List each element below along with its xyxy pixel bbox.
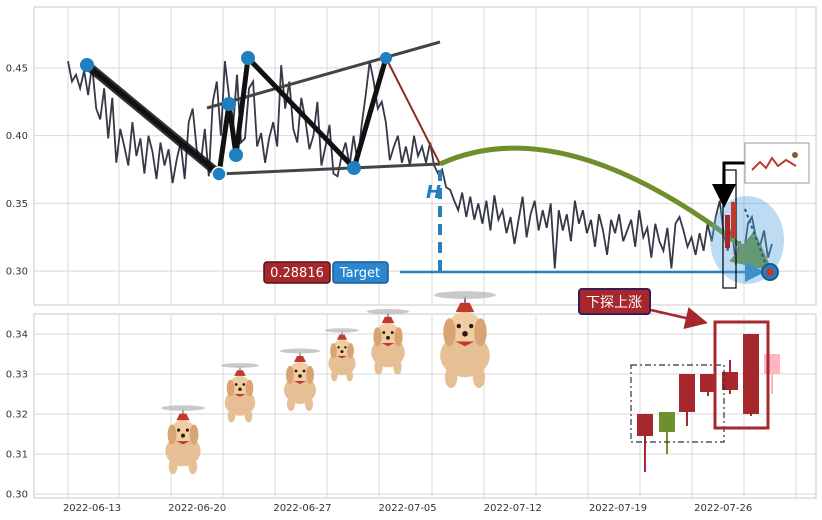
target-label: Target (332, 261, 389, 284)
consolidation-box (630, 364, 725, 443)
target-label-text: Target (339, 266, 380, 281)
price-series (67, 61, 773, 269)
price-line (67, 61, 773, 269)
x-axis: 2022-06-13 2022-06-20 2022-06-27 2022-07-05… (63, 503, 752, 514)
pivot-node (241, 51, 255, 65)
price-label: 0.28816 (263, 261, 331, 284)
candle-body (764, 354, 780, 374)
upper-trendline (206, 40, 441, 110)
cn-label: 下探上涨 (578, 288, 651, 315)
y-tick-label: 0.31 (6, 450, 28, 461)
candle-body (679, 374, 695, 412)
y-tick-label: 0.30 (6, 267, 28, 278)
pivot-node (347, 161, 361, 175)
y-tick-label: 0.32 (6, 410, 28, 421)
y-tick-label: 0.45 (6, 63, 28, 74)
bottom-panel-frame (33, 313, 817, 499)
y-tick-label: 0.40 (6, 131, 28, 142)
pivot-node (211, 166, 227, 182)
x-tick-label: 2022-07-26 (694, 503, 752, 514)
candle-body (637, 414, 653, 436)
candle-body (700, 374, 716, 392)
price-label-text: 0.28816 (270, 266, 324, 281)
candlestick-series (637, 334, 780, 472)
cn-label-arrow (650, 307, 708, 330)
x-tick-label: 2022-06-20 (168, 503, 226, 514)
h-mark: H (426, 182, 441, 203)
zigzag-first-leg (84, 61, 222, 178)
pattern-annotations: H (80, 40, 810, 289)
sleigh-sticker-detail (792, 152, 798, 158)
candle-body (659, 412, 675, 432)
y-axis-top: 0.30 0.35 0.40 0.45 (6, 63, 28, 277)
candle-body (722, 372, 738, 390)
target-point-center (766, 268, 774, 276)
x-tick-label: 2022-07-12 (484, 503, 542, 514)
sleigh-sticker-icon (744, 142, 810, 184)
mini-candle (725, 215, 730, 248)
y-tick-label: 0.33 (6, 370, 28, 381)
zigzag-final-leg (385, 57, 441, 165)
pivot-node (380, 52, 392, 64)
x-tick-label: 2022-07-19 (589, 503, 647, 514)
x-tick-label: 2022-07-05 (379, 503, 437, 514)
y-tick-label: 0.35 (6, 199, 28, 210)
x-tick-label: 2022-06-13 (63, 503, 121, 514)
pointer-arrow (712, 161, 745, 208)
lower-trendline (218, 162, 441, 176)
mini-candle (731, 202, 736, 238)
pivot-node (229, 148, 243, 162)
y-tick-label: 0.34 (6, 330, 28, 341)
grid-lines (34, 7, 816, 498)
pivot-node (222, 97, 236, 111)
candle-body (743, 334, 759, 414)
y-axis-bottom: 0.30 0.31 0.32 0.33 0.34 (6, 330, 28, 501)
pivot-node (80, 58, 94, 72)
cn-label-text: 下探上涨 (586, 295, 642, 311)
sleigh-sticker-detail (751, 156, 797, 171)
breakout-box (713, 320, 770, 430)
x-tick-label: 2022-06-27 (273, 503, 331, 514)
projection-curve (438, 145, 773, 272)
y-tick-label: 0.30 (6, 490, 28, 501)
